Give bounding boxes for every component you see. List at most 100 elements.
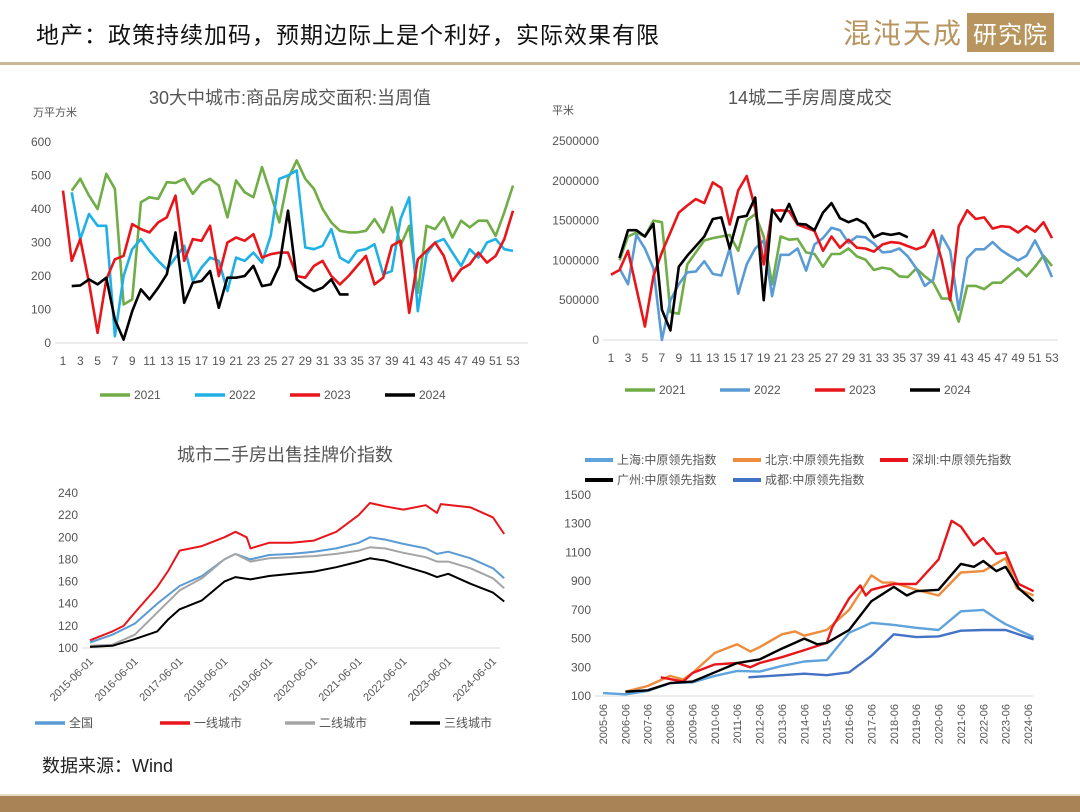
x-tick-label: 43 (961, 351, 975, 365)
x-tick-label: 21 (774, 351, 788, 365)
x-tick-label: 2019-06-01 (227, 656, 275, 704)
x-tick-label: 15 (723, 351, 737, 365)
logo-text-main: 混沌天成 (842, 17, 963, 50)
x-tick-label: 2012-06 (755, 704, 767, 744)
x-tick-label: 17 (195, 354, 209, 368)
legend-label: 上海:中原领先指数 (617, 452, 716, 467)
legend-label: 2024 (419, 388, 446, 402)
chart-4: 100 300 500 700 900 1100 1300 1500 2005-06 2006-0… (564, 452, 1035, 744)
legend-label: 成都:中原领先指数 (765, 472, 864, 487)
y-axis-unit: 万平方米 (33, 105, 77, 119)
x-tick-label: 9 (676, 351, 683, 365)
y-tick-label: 1300 (564, 517, 591, 531)
x-tick-label: 2009-06 (687, 704, 699, 744)
y-tick-label: 900 (571, 574, 591, 588)
x-tick-label: 51 (1028, 351, 1042, 365)
y-tick-label: 500 (31, 169, 51, 183)
x-tick-label: 2020-06-01 (272, 656, 320, 704)
legend-label: 2022 (229, 388, 256, 402)
x-tick-label: 45 (437, 354, 451, 368)
series-line-3 (61, 190, 515, 335)
source-label: 数据来源： (42, 756, 132, 777)
x-tick-label: 2010-06 (710, 704, 722, 744)
legend-label: 2021 (659, 383, 686, 397)
x-tick-label: 37 (910, 351, 924, 365)
y-tick-label: 180 (58, 552, 78, 566)
x-tick-label: 47 (994, 351, 1008, 365)
y-tick-label: 1000000 (552, 253, 599, 267)
y-tick-label: 100 (571, 689, 591, 703)
x-tick-label: 39 (927, 351, 941, 365)
y-tick-label: 500 (571, 632, 591, 646)
x-tick-label: 2008-06 (665, 704, 677, 744)
series-line-4 (71, 209, 349, 341)
x-tick-label: 9 (129, 354, 136, 368)
x-tick-label: 2015-06 (822, 704, 834, 744)
x-tick-label: 49 (1011, 351, 1025, 365)
y-tick-label: 120 (58, 619, 78, 633)
x-tick-label: 3 (77, 354, 84, 368)
y-tick-label: 200 (58, 530, 78, 544)
x-tick-label: 29 (299, 354, 313, 368)
y-tick-label: 700 (571, 603, 591, 617)
legend-label: 三线城市 (444, 715, 492, 730)
chart-3: 城市二手房出售挂牌价指数 100 120 140 160 180 200 220 240 2015… (35, 445, 506, 730)
logo: 混沌天成 研究院 (843, 12, 1054, 52)
x-tick-label: 2023-06-01 (406, 656, 454, 704)
x-tick-label: 53 (506, 354, 520, 368)
x-tick-label: 2020-06 (934, 704, 946, 744)
y-tick-label: 240 (58, 486, 78, 500)
legend-label: 广州:中原领先指数 (617, 472, 716, 487)
x-tick-label: 11 (143, 354, 156, 368)
y-tick-label: 2000000 (552, 174, 599, 188)
series-line-1 (70, 159, 515, 306)
logo-text-box: 研究院 (967, 12, 1054, 52)
x-tick-label: 2017-06-01 (137, 656, 185, 704)
x-tick-label: 25 (808, 351, 822, 365)
x-tick-label: 41 (944, 351, 958, 365)
series-line-2 (70, 169, 514, 338)
series-line-4 (618, 196, 909, 332)
x-tick-label: 2007-06 (643, 704, 655, 744)
x-tick-label: 23 (791, 351, 805, 365)
x-tick-label: 2015-06-01 (48, 656, 96, 704)
x-tick-label: 31 (859, 351, 873, 365)
chart-title: 城市二手房出售挂牌价指数 (177, 445, 393, 465)
y-tick-label: 1500 (564, 488, 591, 502)
y-tick-label: 300 (31, 236, 51, 250)
legend-label: 2021 (134, 388, 161, 402)
x-tick-label: 27 (825, 351, 839, 365)
x-tick-label: 7 (659, 351, 666, 365)
y-axis-unit: 平米 (552, 104, 574, 117)
y-tick-label: 100 (58, 641, 78, 655)
series-line-3 (89, 546, 505, 647)
footer-bar (0, 794, 1080, 812)
series-line-4 (89, 557, 505, 648)
x-tick-label: 41 (402, 354, 416, 368)
y-tick-label: 140 (58, 597, 78, 611)
x-tick-label: 2022-06-01 (361, 656, 409, 704)
x-tick-label: 47 (454, 354, 468, 368)
legend-label: 一线城市 (194, 715, 242, 730)
x-tick-label: 2005-06 (598, 704, 610, 744)
x-tick-label: 23 (247, 354, 261, 368)
x-tick-label: 33 (333, 354, 347, 368)
x-tick-label: 11 (690, 351, 703, 365)
x-tick-label: 51 (489, 354, 503, 368)
x-tick-label: 2016-06-01 (93, 656, 141, 704)
legend-label: 2024 (944, 383, 971, 397)
legend-label: 二线城市 (319, 715, 367, 730)
x-tick-label: 19 (212, 354, 226, 368)
series-line-5 (748, 628, 1034, 679)
y-tick-label: 1100 (565, 545, 591, 559)
x-tick-label: 49 (472, 354, 486, 368)
x-tick-label: 1 (608, 351, 615, 365)
legend-label: 2023 (324, 388, 351, 402)
series-line-1 (602, 608, 1035, 696)
x-tick-label: 45 (977, 351, 991, 365)
x-tick-label: 25 (264, 354, 278, 368)
x-tick-label: 2006-06 (620, 704, 632, 744)
